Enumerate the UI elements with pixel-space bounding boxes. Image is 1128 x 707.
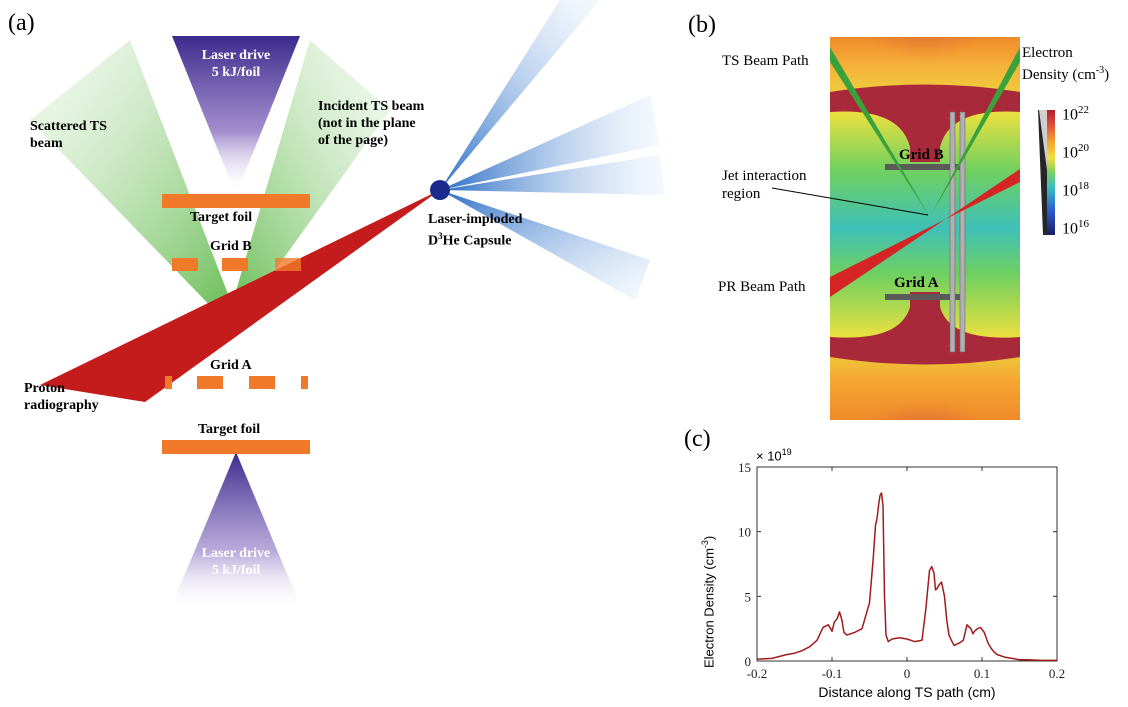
capsule-ray-3 [440, 155, 665, 195]
jet-region-label: Jet interaction region [722, 168, 807, 202]
ts-beam-path-right [930, 47, 1020, 217]
target-foil-top-label: Target foil [190, 210, 253, 225]
stalk-2 [959, 111, 966, 353]
capsule-ray-2 [440, 95, 660, 190]
panel-a-diagram [30, 0, 665, 605]
colorbar-tick-20: 1020 [1062, 142, 1089, 162]
grid-a-bar [885, 294, 965, 300]
x-tick-label-4: 0.2 [1049, 666, 1065, 681]
capsule-label: Laser-imploded D3He Capsule [428, 212, 523, 249]
y-multiplier: × 1019 [756, 447, 792, 464]
y-tick-label-0: 0 [745, 654, 752, 669]
laser-drive-bottom-label: Laser drive 5 kJ/foil [201, 546, 271, 578]
incident-ts-label: Incident TS beam (not in the plane of th… [318, 99, 425, 148]
y-tick-label-2: 10 [738, 525, 751, 540]
capsule-icon [430, 180, 450, 200]
jet-leader-line [771, 187, 929, 216]
grid-a-segment-3 [249, 376, 275, 389]
panel-a-label: (a) [8, 10, 35, 36]
plot-frame [756, 466, 1058, 662]
scattered-ts-beam [30, 40, 238, 322]
chart-xlabel: Distance along TS path (cm) [818, 684, 996, 700]
target-foil-top [162, 194, 310, 208]
grid-a-segment-1 [165, 376, 172, 389]
panel-c-label: (c) [684, 426, 711, 452]
jet-bottom [830, 292, 1020, 365]
ts-beam-path [830, 47, 930, 217]
density-line-chart: -0.2 -0.1 0 0.1 0.2 0 5 10 15 [738, 460, 1065, 681]
laser-drive-top-label: Laser drive 5 kJ/foil [201, 48, 271, 80]
x-tick-label-1: -0.1 [822, 666, 843, 681]
colorbar-tick-16: 1016 [1062, 218, 1089, 238]
grid-a-segment-2 [197, 376, 223, 389]
colorbar-tick-22: 1022 [1062, 104, 1089, 124]
capsule-ray-4 [440, 190, 650, 300]
scattered-ts-label: Scattered TS beam [30, 119, 107, 151]
grid-b-bar [885, 164, 965, 170]
capsule-ray-1 [440, 0, 600, 190]
grid-a-map-label: Grid A [894, 275, 939, 291]
y-tick-label-3: 15 [738, 460, 751, 475]
y-tick-label-1: 5 [745, 589, 752, 604]
density-series-line-0 [756, 492, 1057, 662]
grid-b-segment-3 [275, 258, 301, 271]
grid-a-label: Grid A [210, 358, 252, 373]
grid-b-segment-2 [222, 258, 248, 271]
colorbar-tick-18: 1018 [1062, 180, 1089, 200]
stalk-1 [949, 111, 956, 353]
x-tick-label-2: 0 [904, 666, 911, 681]
x-tick-label-0: -0.2 [747, 666, 768, 681]
panel-b-label: (b) [688, 12, 716, 38]
ts-beam-path-label: TS Beam Path [722, 53, 809, 69]
grid-b-segment-1 [172, 258, 198, 271]
laser-drive-top-cone [172, 36, 300, 195]
jet-top [830, 84, 1020, 162]
proton-beam [40, 190, 440, 402]
pr-beam-path-label: PR Beam Path [718, 279, 806, 295]
x-tick-label-3: 0.1 [974, 666, 990, 681]
grid-b-map-label: Grid B [899, 147, 944, 163]
colorbar [1038, 110, 1055, 235]
grid-a-segment-4 [301, 376, 308, 389]
grid-b-label: Grid B [210, 239, 252, 254]
electron-density-label: Electron Density (cm-3) [1022, 45, 1110, 83]
incident-ts-beam [228, 40, 390, 322]
target-foil-bottom-label: Target foil [198, 422, 261, 437]
density-map [830, 37, 1020, 420]
laser-drive-bottom-cone [172, 452, 300, 605]
proton-radiography-label: Proton radiography [24, 381, 99, 413]
target-foil-bottom [162, 440, 310, 454]
pr-beam-path [830, 169, 1020, 297]
